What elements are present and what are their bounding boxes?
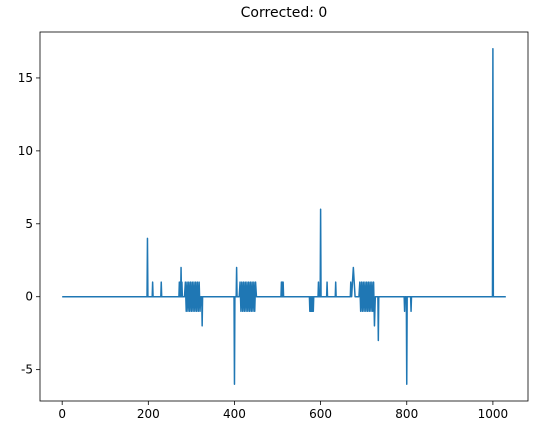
x-tick-label: 600 (309, 407, 332, 421)
x-tick-label: 1000 (478, 407, 509, 421)
y-tick-label: 0 (25, 290, 33, 304)
x-tick-label: 0 (58, 407, 66, 421)
y-tick-label: 15 (18, 71, 33, 85)
y-tick-label: 10 (18, 144, 33, 158)
plot-frame (39, 31, 529, 402)
y-tick-label: 5 (25, 217, 33, 231)
data-line (62, 48, 506, 385)
chart-title: Corrected: 0 (241, 5, 328, 21)
x-tick-label: 400 (223, 407, 246, 421)
y-tick-label: -5 (21, 363, 33, 377)
x-tick-label: 200 (137, 407, 160, 421)
x-tick-label: 800 (395, 407, 418, 421)
